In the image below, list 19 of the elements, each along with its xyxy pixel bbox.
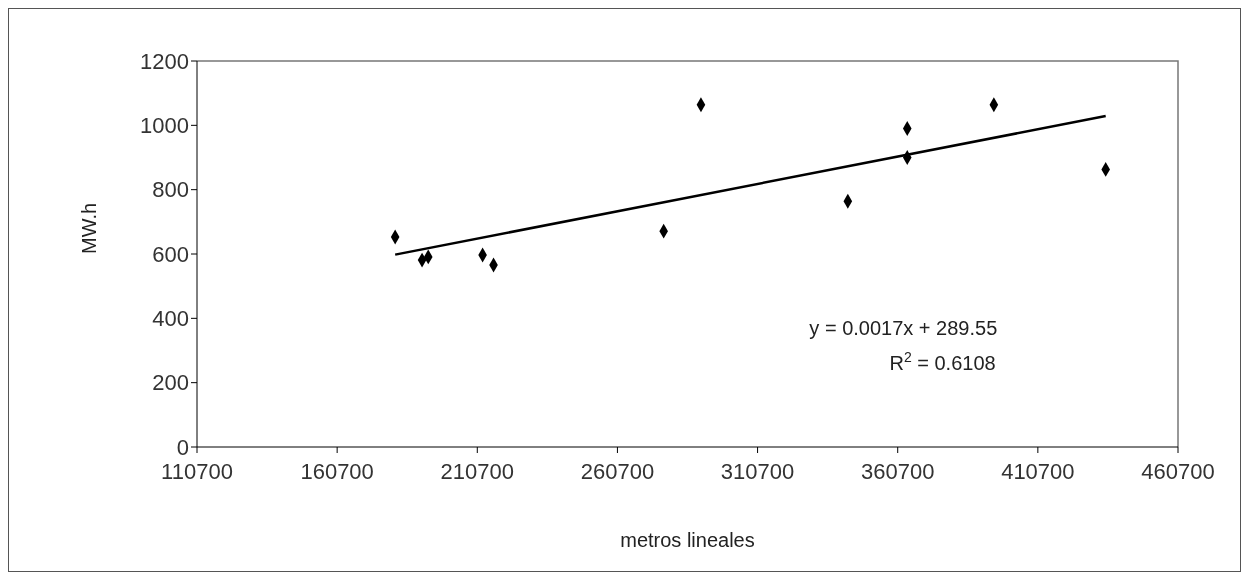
annotation: R$^{2}$ = 0.6108 <box>889 348 996 374</box>
x-tick-label: 410700 <box>1001 458 1075 484</box>
x-tick-label: 110700 <box>161 458 233 484</box>
y-tick-label: 600 <box>152 241 189 267</box>
y-tick-label: 1000 <box>140 113 189 139</box>
x-tick-label: 460700 <box>1141 458 1215 484</box>
x-tick-label: 310700 <box>720 458 795 484</box>
y-tick-label: 1200 <box>140 48 189 74</box>
y-tick-label: 400 <box>152 306 189 332</box>
x-tick-label: 260700 <box>580 458 655 484</box>
y-axis-title: MW.h <box>78 202 101 254</box>
x-tick-label: 360700 <box>861 458 935 484</box>
y-tick-label: 800 <box>152 177 189 203</box>
x-tick-label: 160700 <box>300 458 374 484</box>
x-axis-title: metros lineales <box>620 529 755 551</box>
x-tick-label: 210700 <box>440 458 514 484</box>
y-tick-label: 0 <box>176 434 189 460</box>
annotation: y = 0.0017x + 289.55 <box>809 317 998 340</box>
y-tick-label: 200 <box>152 370 189 396</box>
